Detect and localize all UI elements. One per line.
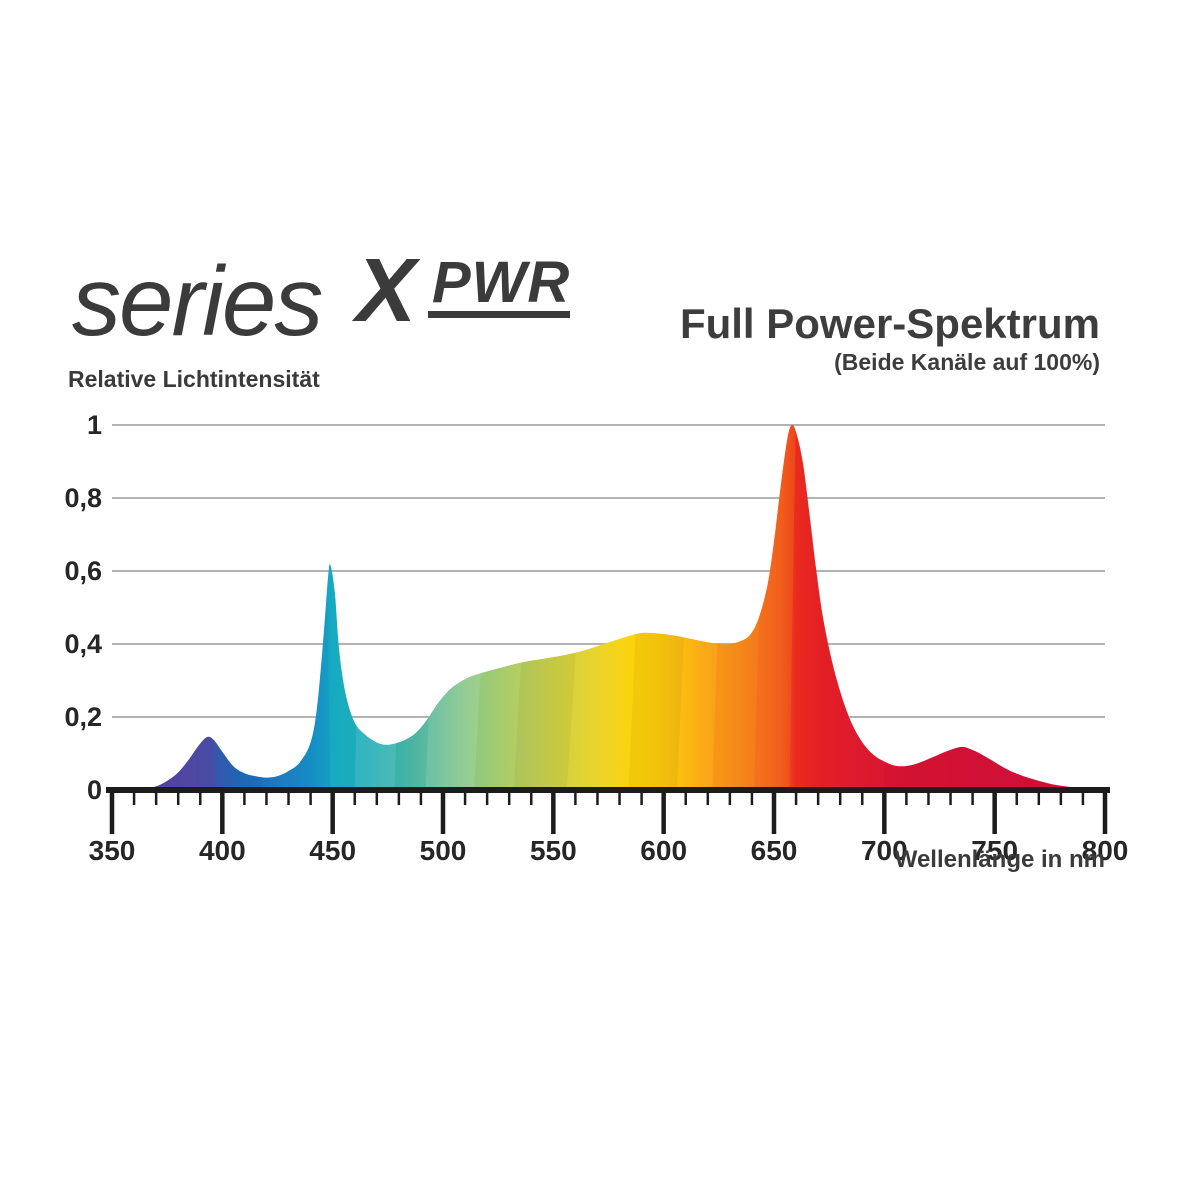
facet-shard — [354, 424, 408, 790]
y-tick-label: 0,8 — [64, 483, 102, 513]
logo-x-text: X — [356, 241, 417, 341]
chart-subtitle: (Beide Kanäle auf 100%) — [834, 349, 1100, 376]
axis-tick-labels: 350 400 450 500 550 600 650 700 750 800 0 0,2 0,4 0,6… — [64, 410, 1128, 866]
spectrum-area — [112, 424, 1105, 790]
x-tick-label: 450 — [309, 835, 356, 866]
x-tick-label: 700 — [861, 835, 908, 866]
y-tick-label: 0,2 — [64, 702, 102, 732]
y-tick-label: 0,6 — [64, 556, 102, 586]
title-block: Full Power-Spektrum (Beide Kanäle auf 10… — [679, 300, 1100, 376]
x-tick-label: 350 — [89, 835, 136, 866]
x-tick-label: 600 — [640, 835, 687, 866]
x-tick-label: 500 — [420, 835, 467, 866]
facet-shard — [281, 424, 331, 790]
facet-shard — [754, 424, 797, 790]
logo-series-text: series — [72, 246, 323, 356]
y-tick-label: 0 — [87, 775, 102, 805]
y-tick-label: 0,4 — [64, 629, 102, 659]
x-axis — [106, 787, 1110, 834]
chart-title: Full Power-Spektrum — [679, 300, 1100, 347]
y-axis-title: Relative Lichtintensität — [68, 366, 320, 392]
x-tick-label: 650 — [751, 835, 798, 866]
logo-pwr-text: PWR — [432, 250, 571, 315]
x-tick-label: 550 — [530, 835, 577, 866]
x-tick-label: 750 — [971, 835, 1018, 866]
x-tick-label: 800 — [1082, 835, 1129, 866]
facet-shard — [884, 424, 1105, 790]
x-axis-title: Wellenlänge in nm — [894, 846, 1105, 873]
x-tick-label: 400 — [199, 835, 246, 866]
facet-shard — [200, 424, 263, 790]
logo-underline — [428, 311, 570, 318]
facet-shard — [112, 424, 216, 790]
y-tick-label: 1 — [87, 410, 102, 440]
